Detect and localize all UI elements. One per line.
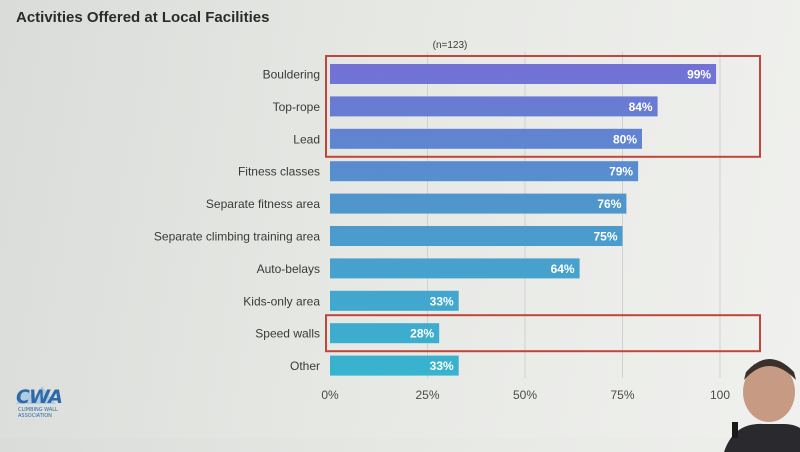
cwa-logo: CWA CLIMBING WALL ASSOCIATION — [12, 382, 68, 422]
slide: Activities Offered at Local Facilities 9… — [12, 9, 800, 452]
x-tick-label: 75% — [610, 388, 634, 402]
category-label: Lead — [293, 132, 320, 146]
category-label: Other — [290, 359, 320, 373]
bar-value-label: 33% — [430, 359, 454, 373]
bar-value-label: 28% — [410, 327, 434, 341]
x-tick-label: 25% — [415, 388, 439, 402]
logo-subtext: CLIMBING WALL ASSOCIATION — [18, 407, 58, 419]
logo-text: CWA — [16, 386, 63, 408]
category-label: Top-rope — [273, 100, 321, 114]
x-tick-label: 0% — [321, 388, 339, 402]
x-tick-label: 50% — [513, 388, 537, 402]
bar-value-label: 33% — [430, 294, 454, 308]
bars: 99% 84% 80% 79% 76% 75% 64% 33% 28% 33% — [330, 64, 717, 376]
sample-size-annotation: (n=123) — [433, 40, 468, 51]
bar-value-label: 76% — [597, 197, 621, 211]
bar — [330, 258, 580, 279]
bar — [330, 355, 459, 376]
bar-value-label: 84% — [629, 100, 653, 114]
category-label: Kids-only area — [243, 294, 320, 308]
category-label: Fitness classes — [238, 165, 320, 179]
bar — [330, 64, 717, 84]
bar-value-label: 75% — [593, 230, 617, 244]
bar — [330, 96, 658, 117]
bar — [330, 193, 627, 214]
category-label: Separate climbing training area — [154, 230, 320, 244]
bar — [330, 323, 440, 344]
category-label: Separate fitness area — [206, 197, 320, 211]
bar — [330, 128, 642, 149]
bar — [330, 290, 459, 311]
presenter-silhouette — [724, 359, 800, 452]
category-labels: Bouldering Top-rope Lead Fitness classes Sep… — [154, 68, 320, 374]
highlight-boxes — [325, 55, 761, 353]
bar — [330, 161, 639, 182]
category-label: Bouldering — [263, 68, 320, 82]
bar-value-label: 64% — [551, 262, 575, 276]
highlight-box — [325, 55, 761, 158]
category-label: Auto-belays — [257, 262, 320, 276]
x-axis-ticks: 0% 25% 50% 75% 100 — [321, 388, 730, 402]
bar-chart: 99% 84% 80% 79% 76% 75% 64% 33% 28% 33% Boulderin… — [154, 40, 761, 402]
category-label: Speed walls — [255, 327, 320, 341]
chart-title: Activities Offered at Local Facilities — [16, 9, 270, 26]
bar-value-label: 80% — [613, 132, 637, 146]
bar — [330, 226, 623, 246]
bar-value-label: 99% — [687, 68, 711, 82]
x-tick-label: 100 — [710, 388, 730, 402]
bar-value-label: 79% — [609, 165, 633, 179]
highlight-box — [325, 314, 761, 353]
